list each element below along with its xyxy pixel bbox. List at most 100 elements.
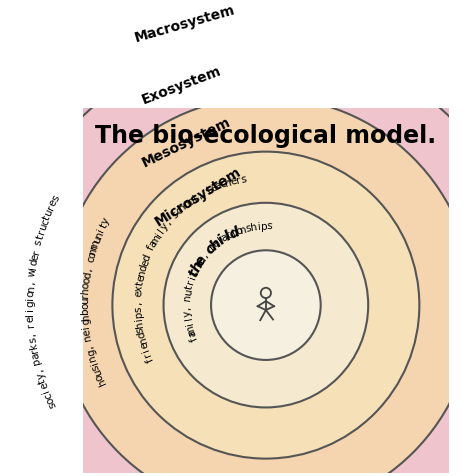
Text: o: o <box>81 281 91 289</box>
Text: e: e <box>138 340 150 349</box>
Text: u: u <box>92 367 104 377</box>
Text: c: c <box>42 391 54 400</box>
Text: t: t <box>135 280 145 286</box>
Text: Exosystem: Exosystem <box>140 63 223 107</box>
Text: r: r <box>36 228 47 236</box>
Text: o: o <box>86 250 98 259</box>
Text: l: l <box>191 193 200 203</box>
Text: u: u <box>91 235 103 245</box>
Text: h: h <box>96 377 108 387</box>
Text: s: s <box>46 400 58 409</box>
Text: r: r <box>80 293 91 298</box>
Text: h: h <box>208 236 224 253</box>
Text: s: s <box>27 337 38 344</box>
Text: s: s <box>91 363 101 371</box>
Circle shape <box>164 203 368 407</box>
Text: t: t <box>184 284 195 291</box>
Text: l: l <box>183 316 194 321</box>
Text: a: a <box>187 329 199 338</box>
Text: n: n <box>87 353 99 362</box>
Text: Macrosystem: Macrosystem <box>133 3 237 45</box>
Text: n: n <box>26 285 36 292</box>
Circle shape <box>112 152 419 458</box>
Text: t: t <box>186 268 201 279</box>
Text: o: o <box>182 198 192 210</box>
Text: i: i <box>154 231 164 239</box>
Text: ,: , <box>196 190 204 201</box>
Text: o: o <box>44 395 56 405</box>
Text: s: s <box>135 326 146 333</box>
Text: e: e <box>192 253 210 268</box>
Text: f: f <box>146 245 156 252</box>
Text: n: n <box>82 333 93 341</box>
Text: d: d <box>136 330 147 339</box>
Text: l: l <box>25 313 36 316</box>
Text: ,: , <box>26 281 36 285</box>
Text: s: s <box>170 209 181 220</box>
Text: l: l <box>222 229 233 244</box>
Text: e: e <box>229 176 237 187</box>
Text: o: o <box>80 303 90 309</box>
Text: i: i <box>141 347 151 353</box>
Text: e: e <box>38 381 50 390</box>
Text: c: c <box>39 218 51 227</box>
Text: l: l <box>216 236 225 246</box>
Text: e: e <box>82 328 92 336</box>
Text: h: h <box>80 287 91 294</box>
Text: n: n <box>137 335 148 344</box>
Text: s: s <box>133 306 143 312</box>
Text: p: p <box>261 221 268 232</box>
Text: e: e <box>136 274 146 282</box>
Text: r: r <box>235 175 242 186</box>
Text: r: r <box>26 322 36 327</box>
Text: d: d <box>138 263 149 272</box>
Text: The bio-ecological model.: The bio-ecological model. <box>95 124 437 148</box>
Text: ,: , <box>27 333 37 337</box>
Text: g: g <box>25 300 35 307</box>
Text: a: a <box>214 180 223 192</box>
Text: a: a <box>30 351 41 360</box>
Text: n: n <box>239 224 248 236</box>
Text: h: h <box>224 177 233 188</box>
Text: h: h <box>177 202 189 214</box>
Text: Mesosystem: Mesosystem <box>140 115 233 170</box>
Text: n: n <box>137 268 148 278</box>
Text: t: t <box>37 377 48 384</box>
Text: s: s <box>245 223 253 234</box>
Text: u: u <box>80 298 90 304</box>
Text: i: i <box>216 233 228 248</box>
Text: i: i <box>184 321 195 326</box>
Text: t: t <box>205 185 213 196</box>
Text: d: d <box>28 258 39 267</box>
Text: o: o <box>82 276 92 284</box>
Text: t: t <box>35 234 46 241</box>
Text: g: g <box>81 318 91 325</box>
Text: r: r <box>46 204 56 212</box>
Text: g: g <box>85 348 97 357</box>
Text: e: e <box>139 258 151 268</box>
Text: Microsystem: Microsystem <box>152 164 244 229</box>
Text: i: i <box>89 359 100 365</box>
Text: e: e <box>47 198 59 208</box>
Text: i: i <box>41 387 51 394</box>
Text: y: y <box>35 371 46 380</box>
Text: s: s <box>266 221 273 232</box>
Text: e: e <box>133 290 144 297</box>
Text: f: f <box>189 335 200 342</box>
Text: u: u <box>37 223 49 232</box>
Text: a: a <box>148 238 160 249</box>
Text: t: t <box>42 214 53 221</box>
Text: n: n <box>93 230 105 240</box>
Text: p: p <box>31 356 42 365</box>
Circle shape <box>211 250 321 360</box>
Text: i: i <box>25 307 35 311</box>
Text: r: r <box>31 249 42 256</box>
Text: ,: , <box>201 251 210 259</box>
Text: l: l <box>157 227 167 235</box>
Text: t: t <box>189 269 200 277</box>
Text: c: c <box>219 179 228 190</box>
Text: h: h <box>250 222 258 233</box>
Text: r: r <box>142 350 153 358</box>
Text: c: c <box>202 242 218 258</box>
Text: s: s <box>33 238 44 246</box>
